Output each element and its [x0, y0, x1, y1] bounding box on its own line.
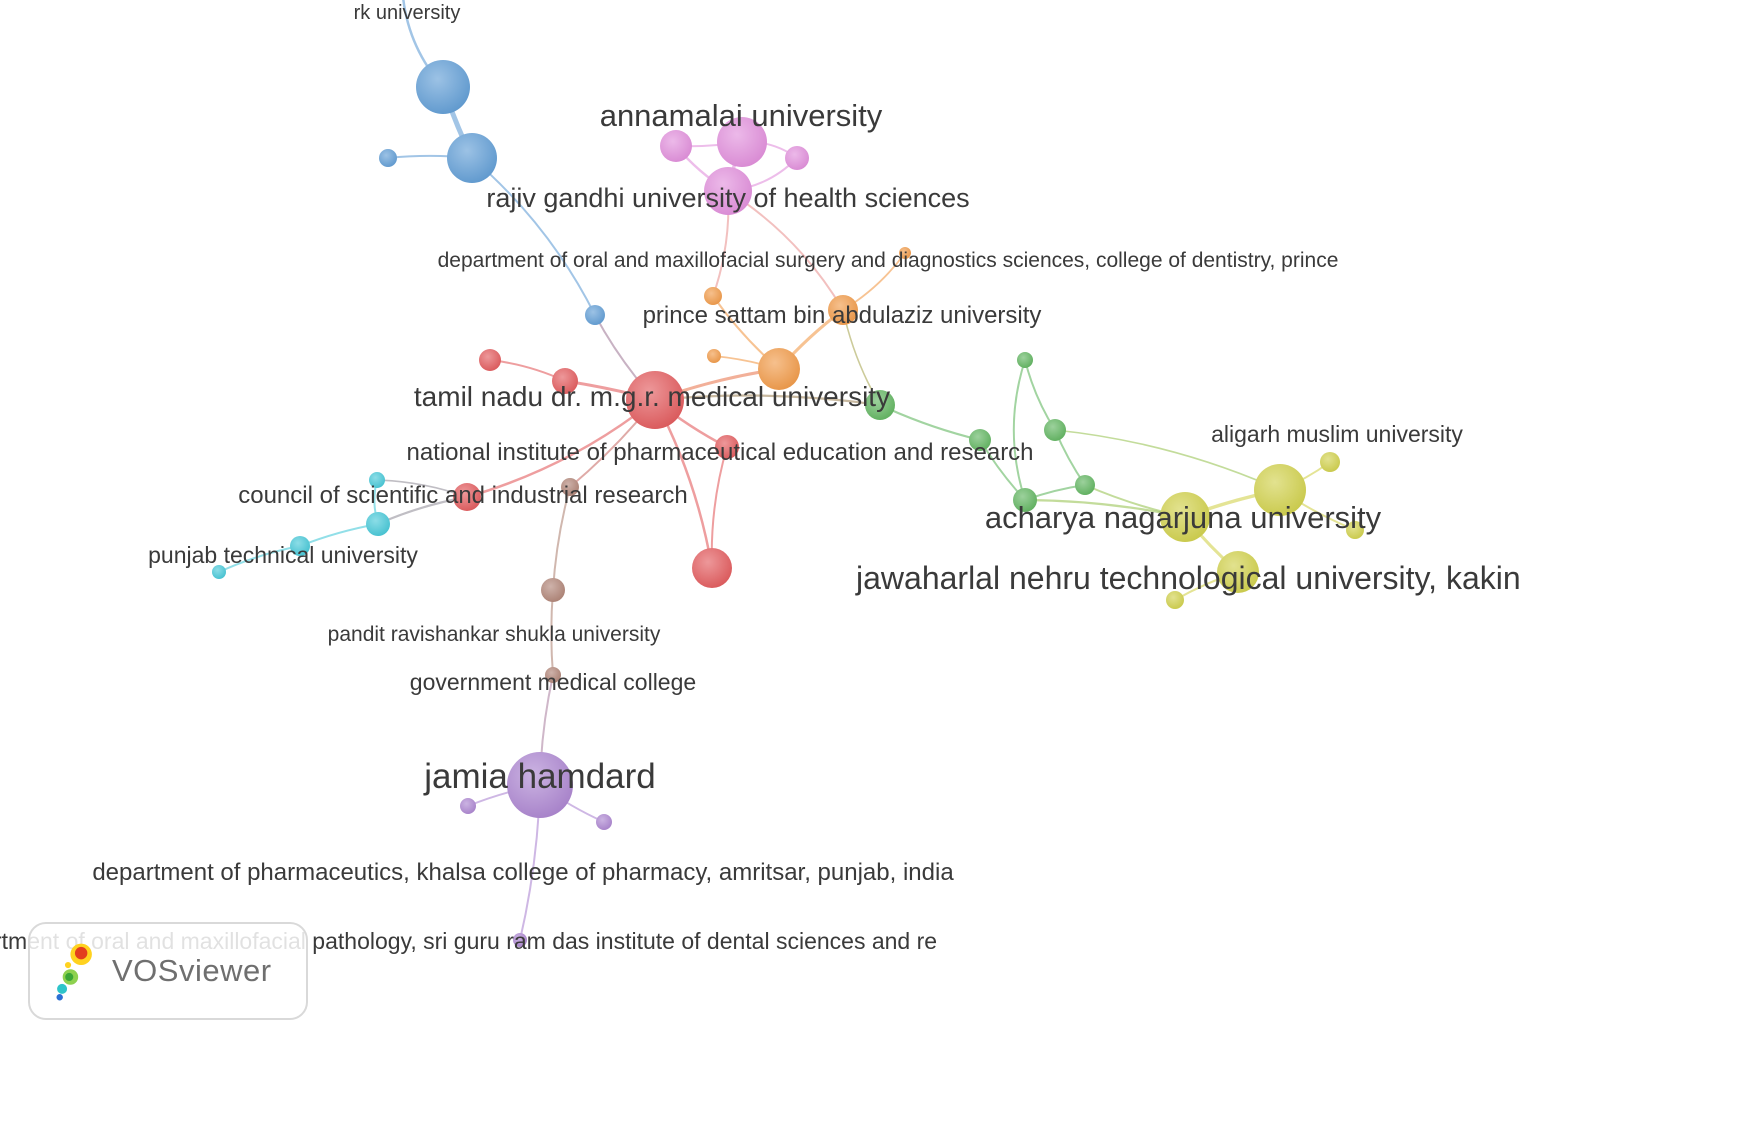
node-g1[interactable]	[865, 390, 895, 420]
node-r6[interactable]	[692, 548, 732, 588]
node-label[interactable]: annamalai university	[600, 98, 883, 133]
node-br1[interactable]	[541, 578, 565, 602]
node-p1[interactable]	[660, 130, 692, 162]
node-p3[interactable]	[785, 146, 809, 170]
node-label[interactable]: jamia hamdard	[423, 757, 656, 796]
node-r2[interactable]	[552, 368, 578, 394]
node-b3[interactable]	[379, 149, 397, 167]
node-p4[interactable]	[704, 167, 752, 215]
node-g2[interactable]	[1017, 352, 1033, 368]
edges-layer	[218, 0, 1356, 941]
node-label[interactable]: prince sattam bin abdulaziz university	[643, 302, 1042, 329]
node-label[interactable]: national institute of pharmaceutical edu…	[406, 439, 1033, 466]
node-r1[interactable]	[626, 371, 684, 429]
node-r4[interactable]	[715, 435, 739, 459]
node-r3[interactable]	[479, 349, 501, 371]
node-label[interactable]: government medical college	[410, 669, 696, 695]
node-c1[interactable]	[366, 512, 390, 536]
edge-g2-g6	[1012, 359, 1026, 501]
node-y5[interactable]	[1346, 521, 1364, 539]
node-pu4[interactable]	[513, 933, 527, 947]
edge-b2-b4	[471, 157, 596, 316]
node-b1[interactable]	[416, 60, 470, 114]
node-g4[interactable]	[969, 429, 991, 451]
node-label[interactable]: punjab technical university	[148, 542, 418, 568]
node-label[interactable]: department of oral and maxillofacial sur…	[438, 249, 1339, 272]
node-label[interactable]: acharya nagarjuna university	[985, 500, 1382, 535]
node-o1[interactable]	[704, 287, 722, 305]
vosviewer-logo: VOSviewer	[28, 922, 308, 1020]
node-y6[interactable]	[1166, 591, 1184, 609]
node-c4[interactable]	[369, 472, 385, 488]
nodes-layer	[212, 60, 1364, 947]
node-g5[interactable]	[1075, 475, 1095, 495]
node-c2[interactable]	[290, 536, 310, 556]
node-pu2[interactable]	[460, 798, 476, 814]
node-y1[interactable]	[1254, 464, 1306, 516]
node-y3[interactable]	[1217, 551, 1259, 593]
node-o2[interactable]	[828, 295, 858, 325]
edge-g3-y1	[1054, 429, 1281, 491]
node-label[interactable]: tamil nadu dr. m.g.r. medical university	[414, 381, 890, 412]
node-g3[interactable]	[1044, 419, 1066, 441]
edge-g1-g4	[878, 403, 982, 442]
node-b2[interactable]	[447, 133, 497, 183]
node-b4[interactable]	[585, 305, 605, 325]
node-br2[interactable]	[561, 478, 579, 496]
node-o5[interactable]	[899, 247, 911, 259]
node-y2[interactable]	[1160, 492, 1210, 542]
node-o3[interactable]	[758, 348, 800, 390]
labels-layer: rk university annamalai university rajiv g…	[0, 2, 1521, 954]
node-y4[interactable]	[1320, 452, 1340, 472]
node-o4[interactable]	[707, 349, 721, 363]
node-pu3[interactable]	[596, 814, 612, 830]
node-label[interactable]: department of pharmaceutics, khalsa coll…	[92, 859, 954, 886]
node-label[interactable]: council of scientific and industrial res…	[238, 482, 688, 509]
node-label[interactable]: pandit ravishankar shukla university	[328, 623, 661, 646]
node-p2[interactable]	[717, 117, 767, 167]
node-label[interactable]: rk university	[354, 2, 461, 24]
edge-g2-g3	[1024, 359, 1056, 431]
node-label[interactable]: aligarh muslim university	[1211, 421, 1463, 447]
vosviewer-logo-text: VOSviewer	[112, 953, 272, 988]
node-r5[interactable]	[453, 483, 481, 511]
vosviewer-logo-icon	[56, 943, 92, 1001]
node-pu1[interactable]	[507, 752, 573, 818]
node-c3[interactable]	[212, 565, 226, 579]
node-g6[interactable]	[1013, 488, 1037, 512]
node-label[interactable]: rajiv gandhi university of health scienc…	[486, 183, 969, 213]
node-br3[interactable]	[545, 667, 561, 683]
node-label[interactable]: jawaharlal nehru technological universit…	[855, 560, 1521, 596]
